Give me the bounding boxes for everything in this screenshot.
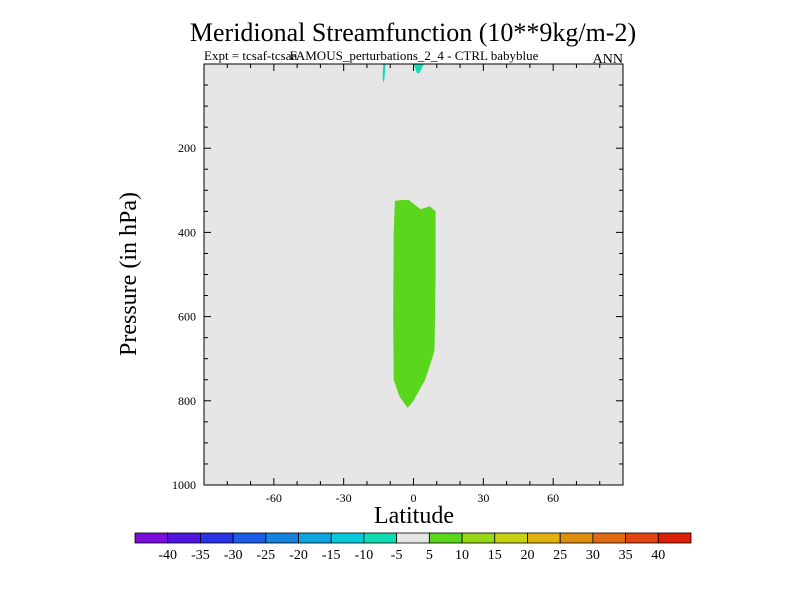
region-negative-10-to-5-left (382, 64, 386, 83)
region-negative-10-to-5-right (413, 64, 424, 74)
region-positive-5-to-10 (393, 200, 436, 408)
chart-subtitle-left: Expt = tcsaf-tcsaa (204, 48, 297, 63)
colorbar-swatch (265, 532, 299, 544)
colorbar-swatch (330, 532, 365, 544)
colorbar-swatch (494, 532, 528, 544)
colorbar-label: 15 (488, 548, 502, 563)
y-tick-label: 600 (178, 310, 196, 324)
colorbar-label: -40 (158, 548, 177, 563)
colorbar-label: 40 (651, 548, 665, 563)
y-tick-label: 200 (178, 141, 196, 155)
x-tick-label: -30 (336, 491, 352, 505)
colorbar-label: 35 (619, 548, 633, 563)
x-tick-label: 30 (477, 491, 489, 505)
colorbar-swatch (232, 532, 267, 544)
x-axis-label: Latitude (374, 503, 454, 529)
colorbar-label: 5 (426, 548, 433, 563)
colorbar-swatch (559, 532, 594, 544)
colorbar-label: -30 (224, 548, 243, 563)
y-axis-label: Pressure (in hPa) (116, 192, 142, 356)
colorbar-label: -5 (391, 548, 403, 563)
colorbar-swatch (167, 532, 201, 544)
y-tick-label: 400 (178, 225, 196, 239)
y-tick-label: 800 (178, 394, 196, 408)
chart-title: Meridional Streamfunction (10**9kg/m-2) (190, 18, 636, 47)
colorbar-swatch (200, 532, 234, 544)
y-tick-label: 1000 (172, 478, 196, 492)
season-label: ANN (593, 52, 623, 67)
axis-ticks: -60 -30 0 30 60 200 400 600 800 1000 (172, 63, 624, 505)
colorbar-swatch (527, 532, 561, 544)
colorbar-label: -35 (191, 548, 210, 563)
x-tick-label: 60 (547, 491, 559, 505)
colorbar-swatch (298, 532, 332, 544)
colorbar-label: 30 (586, 548, 600, 563)
colorbar-label: -25 (256, 548, 275, 563)
colorbar-swatch (592, 532, 626, 544)
colorbar: -40 -35 -30 -25 -20 -15 -10 -5 5 10 15 20 25 30 35 40 (134, 532, 692, 563)
colorbar-swatch (134, 532, 169, 544)
colorbar-swatch (363, 532, 398, 544)
colorbar-swatch (396, 532, 430, 544)
x-tick-label: -60 (266, 491, 282, 505)
colorbar-label: 10 (455, 548, 469, 563)
colorbar-label: -20 (289, 548, 308, 563)
colorbar-swatch (428, 532, 463, 544)
x-tick-label: 0 (411, 491, 417, 505)
chart-subtitle-center: FAMOUS_perturbations_2_4 - CTRL babyblue (290, 48, 539, 63)
contour-regions (382, 64, 436, 408)
colorbar-label: -15 (322, 548, 341, 563)
colorbar-swatch (625, 532, 659, 544)
colorbar-swatch (657, 532, 692, 544)
colorbar-label: 25 (553, 548, 567, 563)
colorbar-label: 20 (520, 548, 534, 563)
colorbar-swatch (461, 532, 496, 544)
colorbar-label: -10 (355, 548, 374, 563)
